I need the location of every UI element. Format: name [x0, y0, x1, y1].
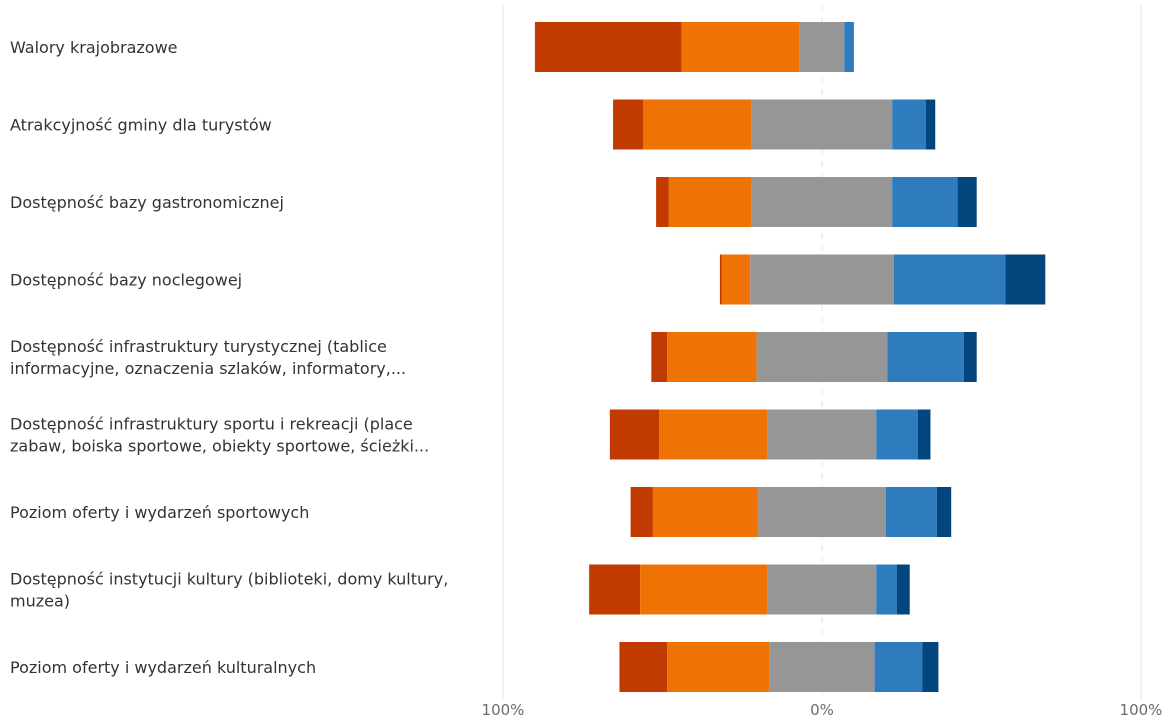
category-label: Walory krajobrazowe [10, 38, 178, 57]
x-tick-label: 100% [1120, 701, 1163, 719]
category-label: Atrakcyjność gminy dla turystów [10, 116, 272, 135]
bar-segment [922, 642, 939, 692]
bar-segment [640, 564, 768, 615]
bar-segment [750, 254, 894, 305]
bar-segment [656, 177, 669, 227]
bar-segment [925, 99, 936, 150]
bar-segment [767, 409, 877, 460]
bar-segment [751, 177, 893, 227]
bar-segment [892, 99, 926, 150]
category-labels: Walory krajobrazowe Atrakcyjność gminy dl… [10, 38, 448, 677]
bar-segment [1005, 254, 1046, 305]
bar-segment [652, 487, 759, 537]
bar-segment [681, 22, 800, 72]
bar-segment [896, 564, 910, 615]
bar-segment [936, 487, 952, 537]
bar-segment [609, 409, 660, 460]
bar-segment [758, 487, 886, 537]
x-tick-label: 0% [810, 701, 834, 719]
bar-segment [769, 642, 875, 692]
category-label: Dostępność infrastruktury sportu i rekre… [10, 415, 429, 456]
bar-segment [668, 177, 752, 227]
bar-segment [719, 254, 722, 305]
bar-segment [751, 99, 893, 150]
bar-segment [651, 332, 668, 382]
bar-segment [619, 642, 668, 692]
bar-segment [876, 564, 897, 615]
category-label: Dostępność bazy gastronomicznej [10, 193, 284, 212]
bar-segment [756, 332, 888, 382]
bar-segment [892, 177, 958, 227]
bars [534, 22, 1046, 692]
category-label: Poziom oferty i wydarzeń kulturalnych [10, 658, 316, 677]
category-label: Dostępność bazy noclegowej [10, 271, 242, 290]
bar-segment [643, 99, 752, 150]
bar-segment [721, 254, 751, 305]
category-label: Dostępność infrastruktury turystycznej (… [10, 337, 406, 378]
x-axis-ticks: 100% 0% 100% [482, 701, 1163, 719]
bar-segment [917, 409, 931, 460]
bar-segment [844, 22, 854, 72]
x-tick-label: 100% [482, 701, 525, 719]
bar-segment [534, 22, 682, 72]
bar-segment [667, 332, 757, 382]
bar-segment [589, 564, 641, 615]
bar-segment [613, 99, 644, 150]
bar-segment [874, 642, 923, 692]
bar-segment [630, 487, 653, 537]
category-label: Poziom oferty i wydarzeń sportowych [10, 503, 309, 522]
bar-segment [667, 642, 770, 692]
bar-segment [767, 564, 877, 615]
bar-segment [885, 487, 937, 537]
category-label: Dostępność instytucji kultury (bibliotek… [10, 570, 448, 611]
bar-segment [963, 332, 977, 382]
bar-segment [957, 177, 977, 227]
bar-segment [893, 254, 1006, 305]
bar-segment [876, 409, 918, 460]
bar-segment [799, 22, 845, 72]
bar-segment [887, 332, 964, 382]
bar-segment [659, 409, 768, 460]
